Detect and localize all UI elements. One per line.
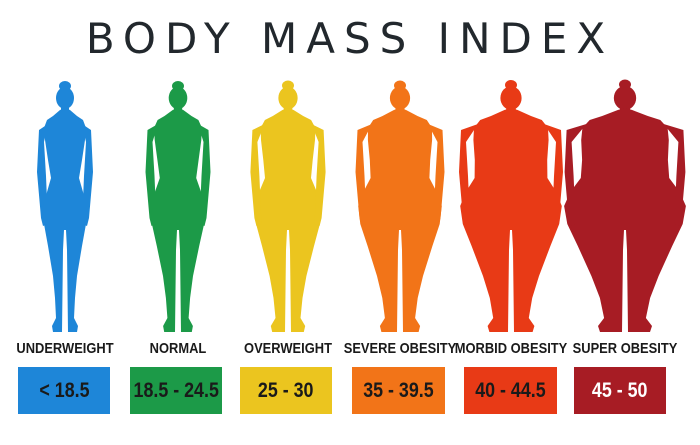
range-value: 35 - 39.5	[363, 378, 434, 402]
torso-and-legs	[254, 108, 322, 332]
left-arm	[564, 124, 587, 226]
head	[56, 87, 74, 109]
severe-obesity-silhouette	[340, 80, 460, 336]
right-arm	[544, 124, 563, 226]
right-arm	[198, 124, 211, 226]
right-arm	[663, 124, 686, 226]
torso-and-legs	[564, 108, 686, 332]
range-value: 18.5 - 24.5	[133, 378, 219, 402]
category-label-overweight: OVERWEIGHT	[244, 340, 332, 357]
category-label-normal: NORMAL	[149, 340, 207, 357]
overweight-silhouette-svg	[250, 80, 326, 332]
category-label-morbid-obesity: MORBID OBESITY	[454, 340, 568, 357]
range-value: < 18.5	[38, 378, 90, 402]
left-arm	[355, 124, 372, 226]
category-label-super-obesity: SUPER OBESITY	[572, 340, 678, 357]
silhouette-row	[0, 79, 700, 332]
range-box-overweight: 25 - 30	[240, 367, 332, 414]
head	[613, 85, 637, 111]
right-arm	[82, 124, 93, 226]
underweight-silhouette-svg	[37, 81, 93, 332]
torso-and-legs	[460, 108, 562, 332]
head	[389, 86, 411, 110]
range-value: 25 - 30	[258, 378, 314, 402]
range-box-normal: 18.5 - 24.5	[130, 367, 222, 414]
torso-and-legs	[43, 108, 87, 332]
morbid-obesity-silhouette	[451, 80, 571, 336]
range-box-super-obesity: 45 - 50	[574, 367, 666, 414]
normal-silhouette-svg	[145, 81, 211, 332]
category-label-severe-obesity: SEVERE OBESITY	[343, 340, 457, 357]
range-value: 40 - 44.5	[475, 378, 546, 402]
right-arm	[311, 124, 326, 226]
underweight-silhouette	[5, 80, 125, 336]
right-arm	[428, 124, 445, 226]
range-box-morbid-obesity: 40 - 44.5	[464, 367, 557, 414]
torso-and-legs	[358, 108, 442, 332]
severe-obesity-silhouette-svg	[355, 80, 445, 332]
normal-silhouette	[118, 80, 238, 336]
left-arm	[250, 124, 265, 226]
overweight-silhouette	[228, 80, 348, 336]
super-obesity-silhouette-svg	[564, 79, 686, 332]
left-arm	[145, 124, 158, 226]
morbid-obesity-silhouette-svg	[459, 80, 563, 332]
page-title: BODY MASS INDEX	[85, 14, 615, 63]
category-label-underweight: UNDERWEIGHT	[16, 340, 114, 357]
range-value: 45 - 50	[592, 378, 648, 402]
head	[500, 86, 522, 110]
head	[278, 86, 298, 110]
torso-and-legs	[150, 108, 206, 332]
super-obesity-silhouette	[564, 79, 686, 336]
head	[168, 86, 188, 110]
left-arm	[37, 124, 48, 226]
range-box-underweight: < 18.5	[18, 367, 110, 414]
range-box-severe-obesity: 35 - 39.5	[352, 367, 445, 414]
left-arm	[459, 124, 478, 226]
